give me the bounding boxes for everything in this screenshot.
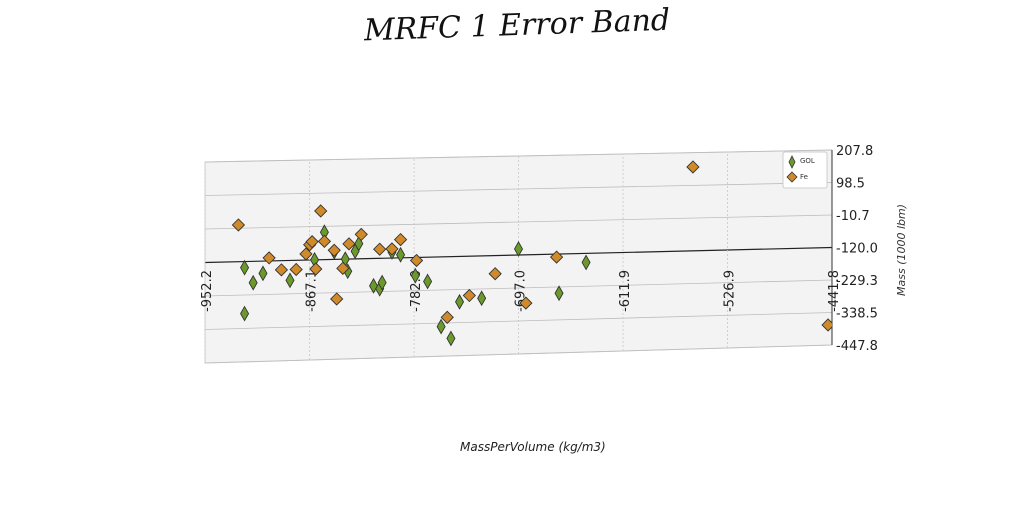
data-points-overflow (686, 160, 700, 174)
data-point-gol (240, 305, 250, 322)
data-point-fe (354, 227, 368, 242)
x-tick-labels: -952.2 -867.1 -782.0 -697.0 -611.9 -526.9 -441… (200, 270, 842, 312)
data-point-gol (477, 290, 487, 307)
y-tick-label: -447.8 (836, 339, 878, 354)
data-point-fe (462, 288, 476, 303)
data-point-fe (314, 204, 328, 218)
x-tick-label: -526.9 (722, 270, 737, 312)
data-point-gol (285, 272, 295, 289)
data-point-gol (436, 318, 446, 335)
data-point-fe (317, 234, 332, 248)
x-axis-label: MassPerVolume (kg/m3) (460, 440, 606, 454)
x-tick-label: -867.1 (305, 270, 320, 312)
data-point-gol (513, 241, 524, 257)
data-point-fe (336, 261, 350, 275)
data-point-fe (393, 232, 408, 247)
data-point-fe (330, 292, 344, 306)
data-point-fe (274, 263, 289, 277)
data-points (231, 204, 832, 347)
x-tick-label: -782.0 (409, 270, 424, 312)
data-point-fe (289, 262, 303, 277)
data-point-gol (240, 259, 250, 276)
data-point-fe (342, 237, 356, 251)
x-tick-label: -611.9 (618, 270, 633, 312)
legend: GOL Fe (782, 151, 828, 189)
x-tick-label: -441.8 (827, 270, 842, 312)
data-point-fe (305, 234, 319, 249)
data-point-fe (231, 218, 246, 232)
data-point-gol (446, 330, 456, 347)
data-point-fe (440, 310, 454, 324)
y-tick-label: 98.5 (836, 177, 865, 192)
y-tick-label: -229.3 (836, 274, 878, 289)
data-point-fe (373, 242, 387, 256)
data-point-gol (248, 274, 258, 291)
data-point-gol (396, 246, 406, 263)
data-point-gol (258, 265, 268, 282)
data-point-fe (686, 160, 700, 174)
y-tick-label: -338.5 (836, 306, 878, 321)
data-point-gol (423, 273, 433, 290)
data-point-fe (488, 267, 502, 281)
data-point-gol (377, 274, 387, 291)
data-point-fe (549, 250, 564, 264)
data-point-gol (369, 277, 379, 294)
legend-label-gol: GOL (800, 157, 815, 165)
legend-marker-fe (786, 171, 798, 183)
data-point-gol (455, 293, 465, 310)
data-point-gol (554, 285, 564, 302)
data-point-fe (327, 243, 341, 257)
data-point-fe (385, 242, 399, 256)
data-point-gol (354, 235, 364, 252)
data-point-fe (519, 296, 533, 310)
data-point-gol (410, 267, 420, 284)
y-tick-label: 207.8 (836, 144, 873, 159)
y-tick-label: -10.7 (836, 209, 870, 224)
data-point-fe (262, 251, 276, 265)
y-axis-label: Mass (1000 lbm) (895, 204, 908, 296)
legend-label-fe: Fe (800, 173, 808, 181)
data-point-fe (821, 318, 832, 332)
x-tick-label: -952.2 (200, 270, 215, 312)
legend-marker-gol (788, 155, 796, 169)
y-tick-label: -120.0 (836, 242, 878, 257)
data-point-fe (409, 253, 424, 268)
data-point-fe (299, 247, 313, 261)
y-tick-labels: 207.8 98.5 -10.7 -120.0 -229.3 -338.5 -447.8 (836, 144, 878, 354)
data-point-gol (581, 254, 591, 271)
data-point-fe (309, 262, 323, 276)
